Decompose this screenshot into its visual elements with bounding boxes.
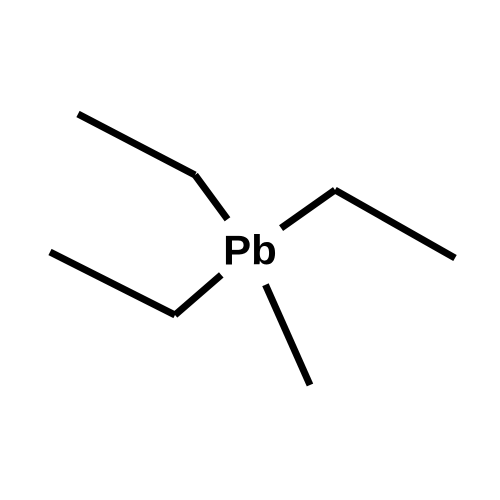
bond-ethyl-upper-right-a: [281, 190, 335, 228]
atom-label-pb: Pb: [223, 227, 277, 274]
molecule-diagram: Pb: [0, 0, 500, 500]
bond-ethyl-lower-left-b: [50, 252, 175, 315]
bond-methyl-lower-right: [265, 285, 310, 385]
bond-ethyl-upper-left-a: [195, 175, 228, 219]
bond-ethyl-upper-left-b: [78, 114, 195, 175]
bond-ethyl-upper-right-b: [335, 190, 455, 258]
bond-ethyl-lower-left-a: [175, 275, 221, 315]
